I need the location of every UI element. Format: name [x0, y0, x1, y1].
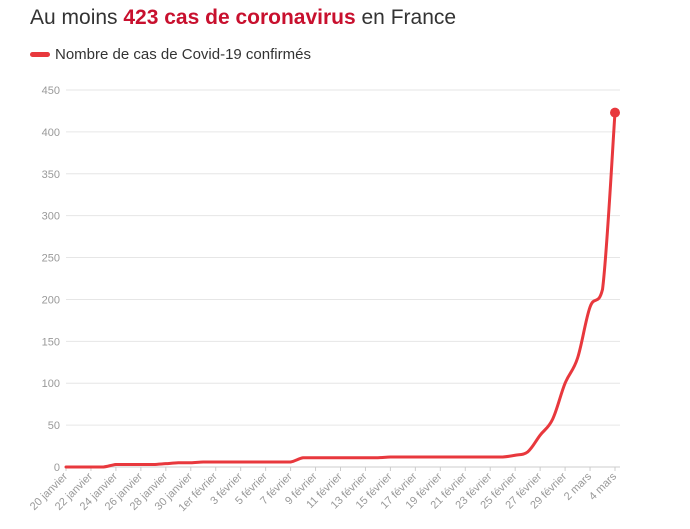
y-tick-label: 350 [42, 169, 60, 181]
chart-legend[interactable]: Nombre de cas de Covid-19 confirmés [30, 46, 311, 63]
y-tick-label: 200 [42, 294, 60, 306]
chart-title: Au moins 423 cas de coronavirus en Franc… [30, 6, 456, 30]
grid-layer [66, 89, 620, 468]
y-tick-label: 250 [42, 253, 60, 265]
last-data-point[interactable] [610, 107, 620, 118]
x-tick-label: 4 mars [587, 470, 620, 503]
y-tick-label: 400 [42, 127, 60, 139]
legend-label: Nombre de cas de Covid-19 confirmés [55, 46, 311, 63]
y-tick-label: 450 [42, 85, 60, 97]
y-axis: 0 50 100 150 200 250 300 350 400 450 [42, 85, 60, 474]
legend-swatch [30, 52, 50, 57]
series-layer [64, 107, 620, 469]
y-tick-label: 150 [42, 336, 60, 348]
y-tick-label: 0 [54, 462, 60, 474]
chart-title-suffix: en France [355, 6, 457, 29]
series-line-cas-confirmes [64, 111, 617, 469]
y-tick-label: 100 [42, 378, 60, 390]
y-tick-label: 50 [48, 420, 60, 432]
y-tick-label: 300 [42, 211, 60, 223]
chart-title-prefix: Au moins [30, 6, 124, 29]
chart-title-highlight: 423 cas de coronavirus [123, 6, 356, 29]
